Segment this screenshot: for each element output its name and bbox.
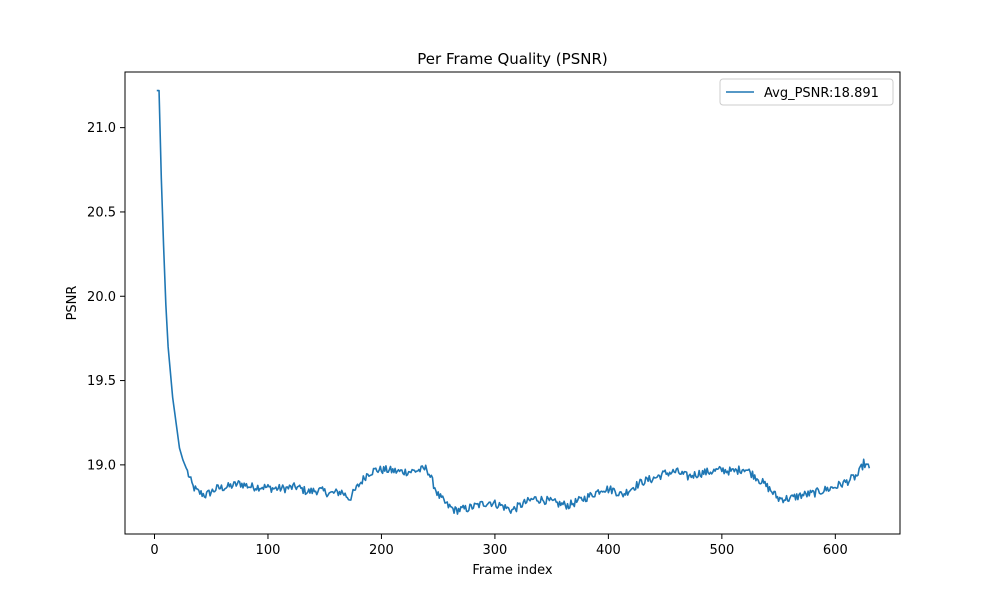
x-axis-label: Frame index bbox=[472, 563, 553, 578]
series-layer bbox=[156, 89, 871, 515]
y-tick-label: 19.0 bbox=[87, 458, 116, 473]
chart-title: Per Frame Quality (PSNR) bbox=[417, 50, 607, 68]
plot-frame bbox=[124, 71, 901, 535]
y-tick-label: 20.5 bbox=[87, 205, 116, 220]
legend-label: Avg_PSNR:18.891 bbox=[764, 86, 879, 101]
x-tick-label: 300 bbox=[482, 543, 507, 558]
x-tick-label: 500 bbox=[709, 543, 734, 558]
y-axis-ticks: 19.0 19.5 20.0 20.5 21.0 bbox=[87, 121, 125, 473]
legend: Avg_PSNR:18.891 bbox=[719, 78, 894, 106]
psnr-series-line bbox=[156, 89, 871, 515]
x-axis-ticks: 0 100 200 300 400 500 600 bbox=[150, 534, 848, 558]
x-tick-label: 400 bbox=[596, 543, 621, 558]
y-tick-label: 21.0 bbox=[87, 121, 116, 136]
x-tick-label: 0 bbox=[150, 543, 158, 558]
y-axis-label: PSNR bbox=[65, 286, 80, 321]
x-tick-label: 600 bbox=[823, 543, 848, 558]
y-tick-label: 20.0 bbox=[87, 290, 116, 305]
x-tick-label: 200 bbox=[369, 543, 394, 558]
y-tick-label: 19.5 bbox=[87, 374, 116, 389]
legend-box bbox=[719, 78, 894, 106]
x-tick-label: 100 bbox=[256, 543, 281, 558]
